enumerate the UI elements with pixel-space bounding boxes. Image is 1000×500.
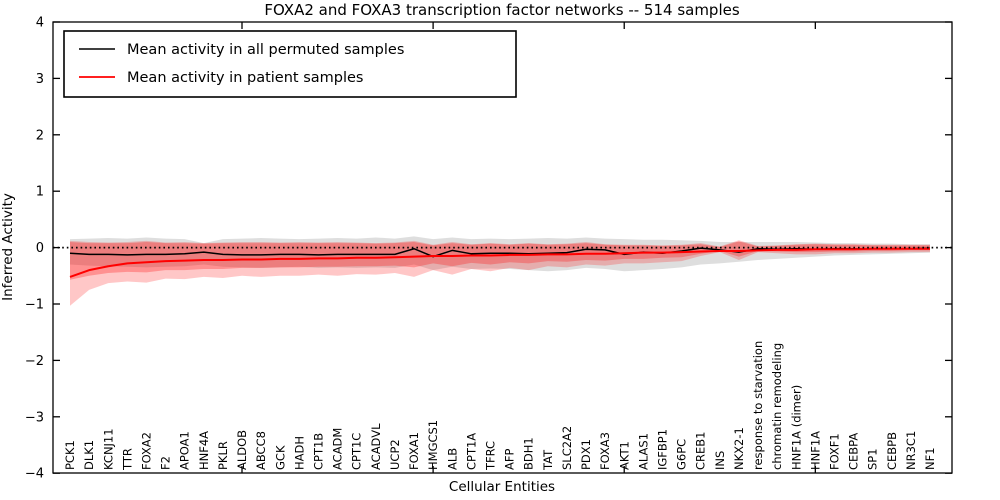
x-category-label: ACADVL: [369, 423, 383, 470]
tick-labels-layer: −4 −3 −2 −1 0 1 2 3 4 PCK1 DLK1 KCNJ11 TTR FOXA2 F2 APO…: [25, 16, 937, 482]
legend: Mean activity in all permuted samples Me…: [63, 30, 517, 98]
tick-marks-layer: [53, 21, 952, 474]
y-tick-label: 0: [36, 241, 44, 256]
y-tick-label: −4: [25, 467, 44, 482]
x-category-label: FOXA2: [139, 432, 153, 470]
x-category-label: SLC2A2: [560, 426, 574, 470]
x-category-label: PDX1: [579, 439, 593, 470]
x-category-label: NKX2-1: [732, 427, 746, 470]
x-category-label: ABCC8: [254, 431, 268, 470]
x-category-label: F2: [159, 456, 173, 470]
y-tick-label: 2: [36, 128, 44, 143]
x-category-label: CREB1: [694, 432, 708, 471]
x-category-label: TFRC: [483, 441, 497, 471]
x-category-label: G6PC: [675, 439, 689, 470]
x-category-label: HADH: [292, 436, 306, 470]
x-category-label: FOXF1: [827, 433, 841, 470]
x-category-label: KCNJ11: [101, 428, 115, 470]
series-lines-layer: [69, 247, 931, 278]
y-tick-label: 3: [36, 72, 44, 87]
x-category-label: IGFBP1: [655, 429, 669, 470]
confidence-bands-layer: [70, 236, 930, 306]
x-category-label: ALB: [445, 448, 459, 470]
y-tick-label: −2: [25, 354, 44, 369]
x-category-label: DLK1: [82, 440, 96, 470]
y-tick-label: 1: [36, 185, 44, 200]
legend-label-permuted-samples: Mean activity in all permuted samples: [127, 42, 404, 58]
legend-label-patient-samples: Mean activity in patient samples: [127, 70, 363, 86]
y-tick-label: −3: [25, 410, 44, 425]
x-category-label: NR3C1: [904, 431, 918, 470]
x-axis-label: Cellular Entities: [449, 479, 555, 495]
x-category-label: PKLR: [216, 441, 230, 470]
x-category-label: GCK: [273, 445, 287, 470]
x-category-label: BDH1: [522, 437, 536, 470]
x-category-label: TTR: [120, 448, 134, 471]
x-category-label: UCP2: [388, 439, 402, 470]
x-category-label: ALDOB: [235, 430, 249, 470]
x-category-label: NF1: [923, 447, 937, 470]
x-category-label: CEBPB: [885, 432, 899, 470]
y-axis-label: Inferred Activity: [0, 193, 16, 301]
x-category-label: response to starvation: [751, 341, 765, 470]
x-category-label: TAT: [541, 449, 555, 471]
x-category-label: HNF1A: [808, 431, 822, 470]
x-category-label: ALAS1: [636, 433, 650, 470]
x-category-label: SP1: [866, 448, 880, 470]
x-category-label: HNF4A: [197, 431, 211, 470]
x-category-label: CEBPA: [847, 433, 861, 470]
x-category-label: FOXA3: [598, 432, 612, 470]
legend-box: [63, 30, 517, 98]
patient-samples-range-outer-band: [70, 240, 930, 306]
series-line-1: [69, 247, 930, 278]
x-category-label: CPT1A: [464, 433, 478, 470]
y-tick-label: −1: [25, 298, 44, 313]
x-category-label: INS: [713, 451, 727, 470]
x-category-label: chromatin remodeling: [770, 343, 784, 470]
x-category-label: HMGCS1: [426, 420, 440, 470]
y-tick-label: 4: [36, 16, 44, 31]
x-category-label: HNF1A (dimer): [789, 385, 803, 470]
x-category-label: CPT1C: [350, 433, 364, 470]
x-category-label: AFP: [503, 449, 517, 470]
x-category-label: ACADM: [331, 428, 345, 470]
chart-title: FOXA2 and FOXA3 transcription factor net…: [264, 1, 740, 19]
x-category-label: CPT1B: [311, 433, 325, 470]
x-category-label: APOA1: [178, 431, 192, 470]
x-category-label: FOXA1: [407, 432, 421, 470]
x-category-label: PCK1: [63, 440, 77, 470]
x-category-label: AKT1: [617, 441, 631, 470]
